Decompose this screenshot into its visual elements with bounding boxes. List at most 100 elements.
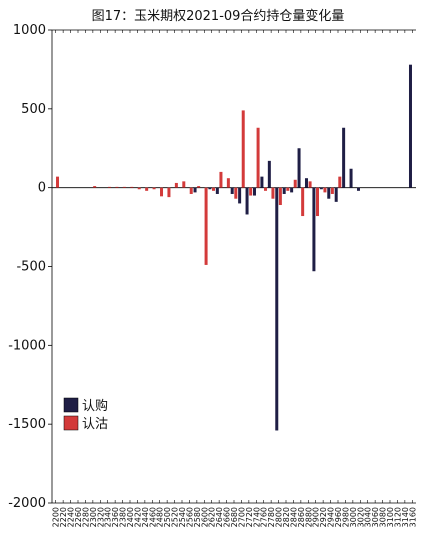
- x-tick-label: 2640: [215, 507, 224, 527]
- bar-put-2540: [182, 181, 186, 188]
- x-tick-label: 2440: [141, 507, 150, 527]
- x-tick-label: 2600: [200, 507, 209, 527]
- bar-put-2820: [286, 187, 290, 191]
- x-tick-label: 2280: [81, 507, 90, 527]
- bar-call-2640: [215, 187, 219, 194]
- x-tick-label: 3040: [364, 507, 373, 527]
- bar-call-2820: [282, 187, 286, 194]
- legend-swatch-call: [63, 397, 79, 413]
- x-tick-label: 2660: [223, 507, 232, 527]
- bar-call-2680: [230, 187, 234, 194]
- bar-call-3160: [408, 64, 412, 188]
- x-tick-label: 2560: [185, 507, 194, 527]
- x-tick-label: 2580: [193, 507, 202, 527]
- chart-title: 图17：玉米期权2021-09合约持仓量变化量: [92, 8, 345, 24]
- bar-call-2900: [312, 187, 316, 272]
- x-tick-label: 3100: [386, 507, 395, 527]
- bar-put-2840: [293, 179, 297, 188]
- bar-call-2800: [275, 187, 279, 431]
- legend-swatch-put: [63, 415, 79, 431]
- bar-put-2920: [323, 187, 327, 193]
- y-tick-label: -500: [16, 260, 46, 275]
- x-tick-label: 2740: [252, 507, 261, 527]
- x-tick-label: 2500: [163, 507, 172, 527]
- bar-call-2840: [290, 187, 294, 193]
- x-tick-label: 2880: [304, 507, 313, 527]
- x-tick-label: 3160: [408, 507, 417, 527]
- x-tick-label: 2780: [267, 507, 276, 527]
- bar-call-2580: [193, 187, 197, 193]
- bar-put-2440: [145, 187, 149, 191]
- bar-call-2780: [267, 160, 271, 188]
- y-tick-label: -2000: [8, 496, 46, 511]
- bar-put-2400: [130, 186, 134, 188]
- x-tick-label: 3080: [379, 507, 388, 527]
- x-tick-label: 2700: [237, 507, 246, 527]
- x-tick-label: 3020: [356, 507, 365, 527]
- bar-call-2740: [252, 187, 256, 196]
- x-tick-label: 2220: [59, 507, 68, 527]
- bar-put-2640: [219, 171, 223, 188]
- bar-call-2860: [297, 148, 301, 188]
- bar-put-2700: [241, 110, 245, 188]
- x-tick-label: 2820: [282, 507, 291, 527]
- x-tick-label: 2400: [126, 507, 135, 527]
- x-tick-label: 2860: [297, 507, 306, 527]
- x-tick-label: 3000: [349, 507, 358, 527]
- x-tick-label: 2720: [245, 507, 254, 527]
- x-tick-label: 2620: [208, 507, 217, 527]
- bar-put-2560: [189, 187, 193, 194]
- bar-call-2880: [304, 178, 308, 188]
- x-tick-label: 2200: [52, 507, 61, 527]
- x-tick-label: 2800: [275, 507, 284, 527]
- x-tick-label: 2360: [111, 507, 120, 527]
- bar-call-2980: [342, 127, 346, 188]
- bar-put-2660: [226, 178, 230, 188]
- bar-put-2760: [264, 187, 268, 191]
- x-tick-label: 3060: [371, 507, 380, 527]
- y-tick-label: -1000: [8, 338, 46, 353]
- bar-put-2960: [338, 176, 342, 188]
- legend-label-call: 认购: [82, 398, 108, 414]
- x-tick-label: 2520: [171, 507, 180, 527]
- x-tick-label: 3140: [401, 507, 410, 527]
- x-tick-label: 2240: [67, 507, 76, 527]
- bar-call-2960: [334, 187, 338, 202]
- x-tick-label: 3120: [393, 507, 402, 527]
- bar-put-2480: [160, 187, 164, 197]
- bar-put-2600: [204, 187, 208, 265]
- bar-put-2780: [271, 187, 275, 199]
- x-tick-label: 2260: [74, 507, 83, 527]
- y-tick-label: -1500: [8, 417, 46, 432]
- axes: 10005000-500-1000-1500-20002200222022402…: [8, 23, 417, 527]
- bar-put-2940: [330, 187, 334, 194]
- x-tick-label: 2480: [156, 507, 165, 527]
- bar-call-3000: [349, 168, 353, 188]
- bars: [56, 64, 412, 431]
- bar-call-2720: [245, 187, 249, 215]
- bar-put-2460: [152, 187, 156, 190]
- y-tick-label: 0: [38, 181, 46, 196]
- y-tick-label: 500: [21, 102, 46, 117]
- x-tick-label: 2920: [319, 507, 328, 527]
- x-tick-label: 2960: [334, 507, 343, 527]
- x-tick-label: 2980: [341, 507, 350, 527]
- x-tick-label: 2420: [133, 507, 142, 527]
- bar-call-2620: [208, 187, 212, 190]
- x-tick-label: 2320: [96, 507, 105, 527]
- bar-put-2380: [122, 186, 126, 188]
- x-tick-label: 2840: [289, 507, 298, 527]
- bar-put-2580: [197, 186, 201, 188]
- bar-call-2920: [319, 187, 323, 190]
- x-tick-label: 2680: [230, 507, 239, 527]
- bar-put-2860: [301, 187, 305, 217]
- bar-put-2680: [234, 187, 238, 199]
- bar-put-2300: [93, 186, 97, 188]
- bar-call-2760: [260, 176, 264, 188]
- y-tick-label: 1000: [13, 23, 46, 38]
- bar-put-2500: [167, 187, 171, 198]
- x-tick-label: 2300: [89, 507, 98, 527]
- x-tick-label: 2340: [104, 507, 113, 527]
- legend-label-put: 认沽: [82, 417, 108, 432]
- bar-put-2620: [212, 187, 216, 191]
